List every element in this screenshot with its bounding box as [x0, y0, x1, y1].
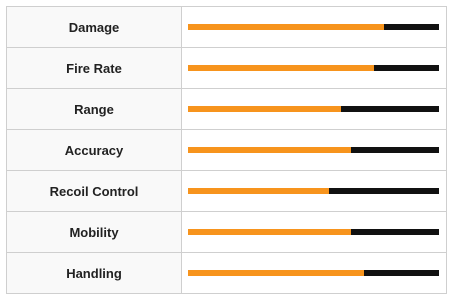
stat-row: Recoil Control	[6, 170, 447, 212]
stat-bar	[188, 65, 374, 71]
stat-label: Accuracy	[6, 129, 182, 171]
stat-bar	[188, 229, 352, 235]
stat-row: Damage	[6, 6, 447, 48]
stat-track	[188, 270, 439, 276]
stat-cell	[181, 170, 447, 212]
stat-track	[188, 188, 439, 194]
stat-bar	[188, 188, 329, 194]
stat-track	[188, 147, 439, 153]
stat-label: Range	[6, 88, 182, 130]
stat-track	[188, 24, 439, 30]
stat-cell	[181, 211, 447, 253]
stat-cell	[181, 252, 447, 294]
stat-cell	[181, 47, 447, 89]
stat-track	[188, 65, 439, 71]
stat-bar	[188, 106, 342, 112]
stat-label: Mobility	[6, 211, 182, 253]
stat-label: Recoil Control	[6, 170, 182, 212]
stats-table: Damage Fire Rate Range Accuracy Recoil Contr…	[6, 6, 447, 294]
stat-bar	[188, 270, 364, 276]
stat-bar	[188, 24, 384, 30]
stat-row: Handling	[6, 252, 447, 294]
stats-panel: Damage Fire Rate Range Accuracy Recoil Contr…	[6, 6, 447, 294]
stat-row: Mobility	[6, 211, 447, 253]
stat-cell	[181, 6, 447, 48]
stat-row: Range	[6, 88, 447, 130]
stat-cell	[181, 88, 447, 130]
stat-track	[188, 229, 439, 235]
stat-label: Damage	[6, 6, 182, 48]
stat-track	[188, 106, 439, 112]
stat-bar	[188, 147, 352, 153]
stat-label: Handling	[6, 252, 182, 294]
stat-label: Fire Rate	[6, 47, 182, 89]
stat-cell	[181, 129, 447, 171]
stat-row: Fire Rate	[6, 47, 447, 89]
stat-row: Accuracy	[6, 129, 447, 171]
